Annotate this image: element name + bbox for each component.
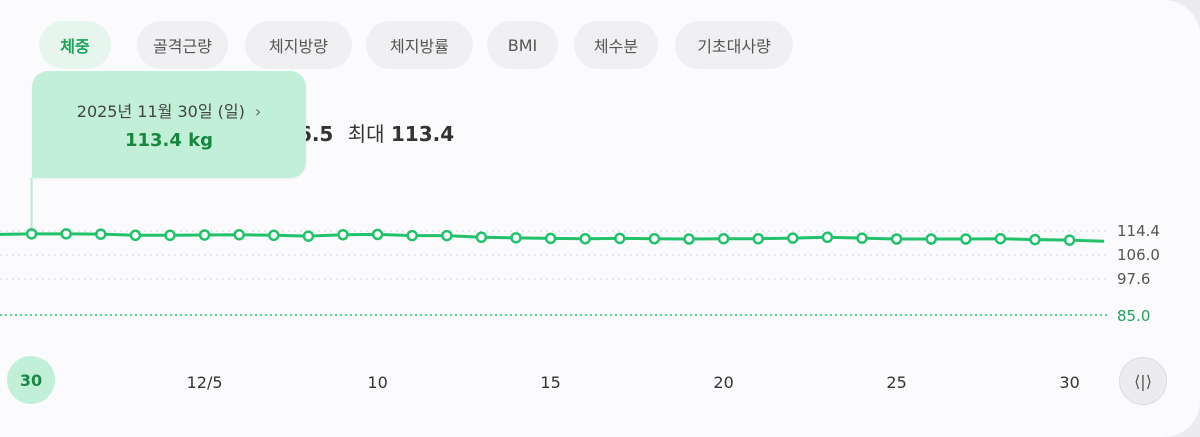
- data-point-12/3[interactable]: [129, 229, 142, 242]
- x-label-1: 12/5: [186, 373, 223, 392]
- tooltip-date-link[interactable]: 2025년 11월 30일 (일) ›: [32, 98, 306, 122]
- tab-5[interactable]: 체수분: [574, 21, 658, 69]
- data-point-12/22[interactable]: [787, 232, 799, 244]
- data-point-12/5[interactable]: [198, 229, 211, 241]
- data-point-12/4[interactable]: [164, 229, 176, 242]
- data-point-12/21[interactable]: [752, 232, 764, 245]
- data-point-12/1[interactable]: [60, 228, 72, 240]
- data-point-12/19[interactable]: [683, 233, 695, 245]
- data-point-12/7[interactable]: [268, 229, 280, 242]
- data-point-12/25[interactable]: [890, 233, 903, 245]
- x-label-2: 10: [367, 373, 388, 392]
- data-point-12/29[interactable]: [1029, 233, 1041, 246]
- data-point-12/15[interactable]: [544, 232, 557, 245]
- expand-horizontal-icon: ⟨|⟩: [1134, 371, 1152, 391]
- tab-3[interactable]: 체지방률: [366, 21, 473, 69]
- x-label-6: 30: [1059, 373, 1080, 392]
- data-point-12/8[interactable]: [302, 230, 315, 242]
- data-point-12/16[interactable]: [579, 232, 591, 245]
- summary-max-label: 최대: [347, 122, 385, 146]
- tab-6[interactable]: 기초대사량: [675, 21, 793, 69]
- tab-4[interactable]: BMI: [487, 21, 558, 69]
- data-point-12/20[interactable]: [717, 232, 730, 245]
- chevron-right-icon: ›: [254, 102, 262, 121]
- data-point-12/17[interactable]: [614, 232, 626, 245]
- y-tick-label-1: 106.0: [1117, 246, 1160, 264]
- x-label-5: 25: [886, 373, 907, 392]
- data-point-12/13[interactable]: [475, 231, 488, 244]
- x-label-3: 15: [540, 373, 561, 392]
- data-point-11/30[interactable]: [25, 228, 38, 240]
- tooltip-date: 2025년 11월 30일 (일): [76, 102, 245, 121]
- zoom-toggle-button[interactable]: ⟨|⟩: [1119, 357, 1167, 405]
- x-label-selected[interactable]: 30: [7, 356, 55, 404]
- data-point-12/18[interactable]: [648, 232, 661, 245]
- tooltip-value: 113.4 kg: [124, 130, 214, 151]
- data-point-12/28[interactable]: [994, 232, 1007, 245]
- summary-max-value: 113.4: [390, 122, 455, 146]
- data-point-12/6[interactable]: [233, 228, 245, 241]
- tab-2[interactable]: 체지방량: [245, 21, 352, 69]
- data-point-12/11[interactable]: [406, 229, 418, 242]
- tab-1[interactable]: 골격근량: [137, 21, 228, 69]
- data-point-12/26[interactable]: [925, 233, 937, 245]
- selected-point-tooltip: 2025년 11월 30일 (일) › 113.4 kg: [32, 71, 306, 178]
- data-point-12/2[interactable]: [95, 228, 107, 240]
- data-point-12/30[interactable]: [1063, 234, 1076, 246]
- y-tick-label-0: 114.4: [1117, 222, 1160, 240]
- x-label-4: 20: [713, 373, 734, 392]
- data-point-12/14[interactable]: [510, 232, 522, 244]
- goal-line-label: 85.0: [1117, 307, 1150, 325]
- data-point-12/24[interactable]: [856, 232, 868, 244]
- data-point-12/9[interactable]: [337, 228, 349, 241]
- data-point-12/27[interactable]: [960, 233, 972, 245]
- data-point-12/12[interactable]: [441, 229, 453, 242]
- data-point-12/23[interactable]: [821, 231, 834, 244]
- tab-0[interactable]: 체중: [39, 21, 111, 69]
- data-point-12/10[interactable]: [371, 228, 384, 241]
- y-tick-label-2: 97.6: [1117, 270, 1150, 288]
